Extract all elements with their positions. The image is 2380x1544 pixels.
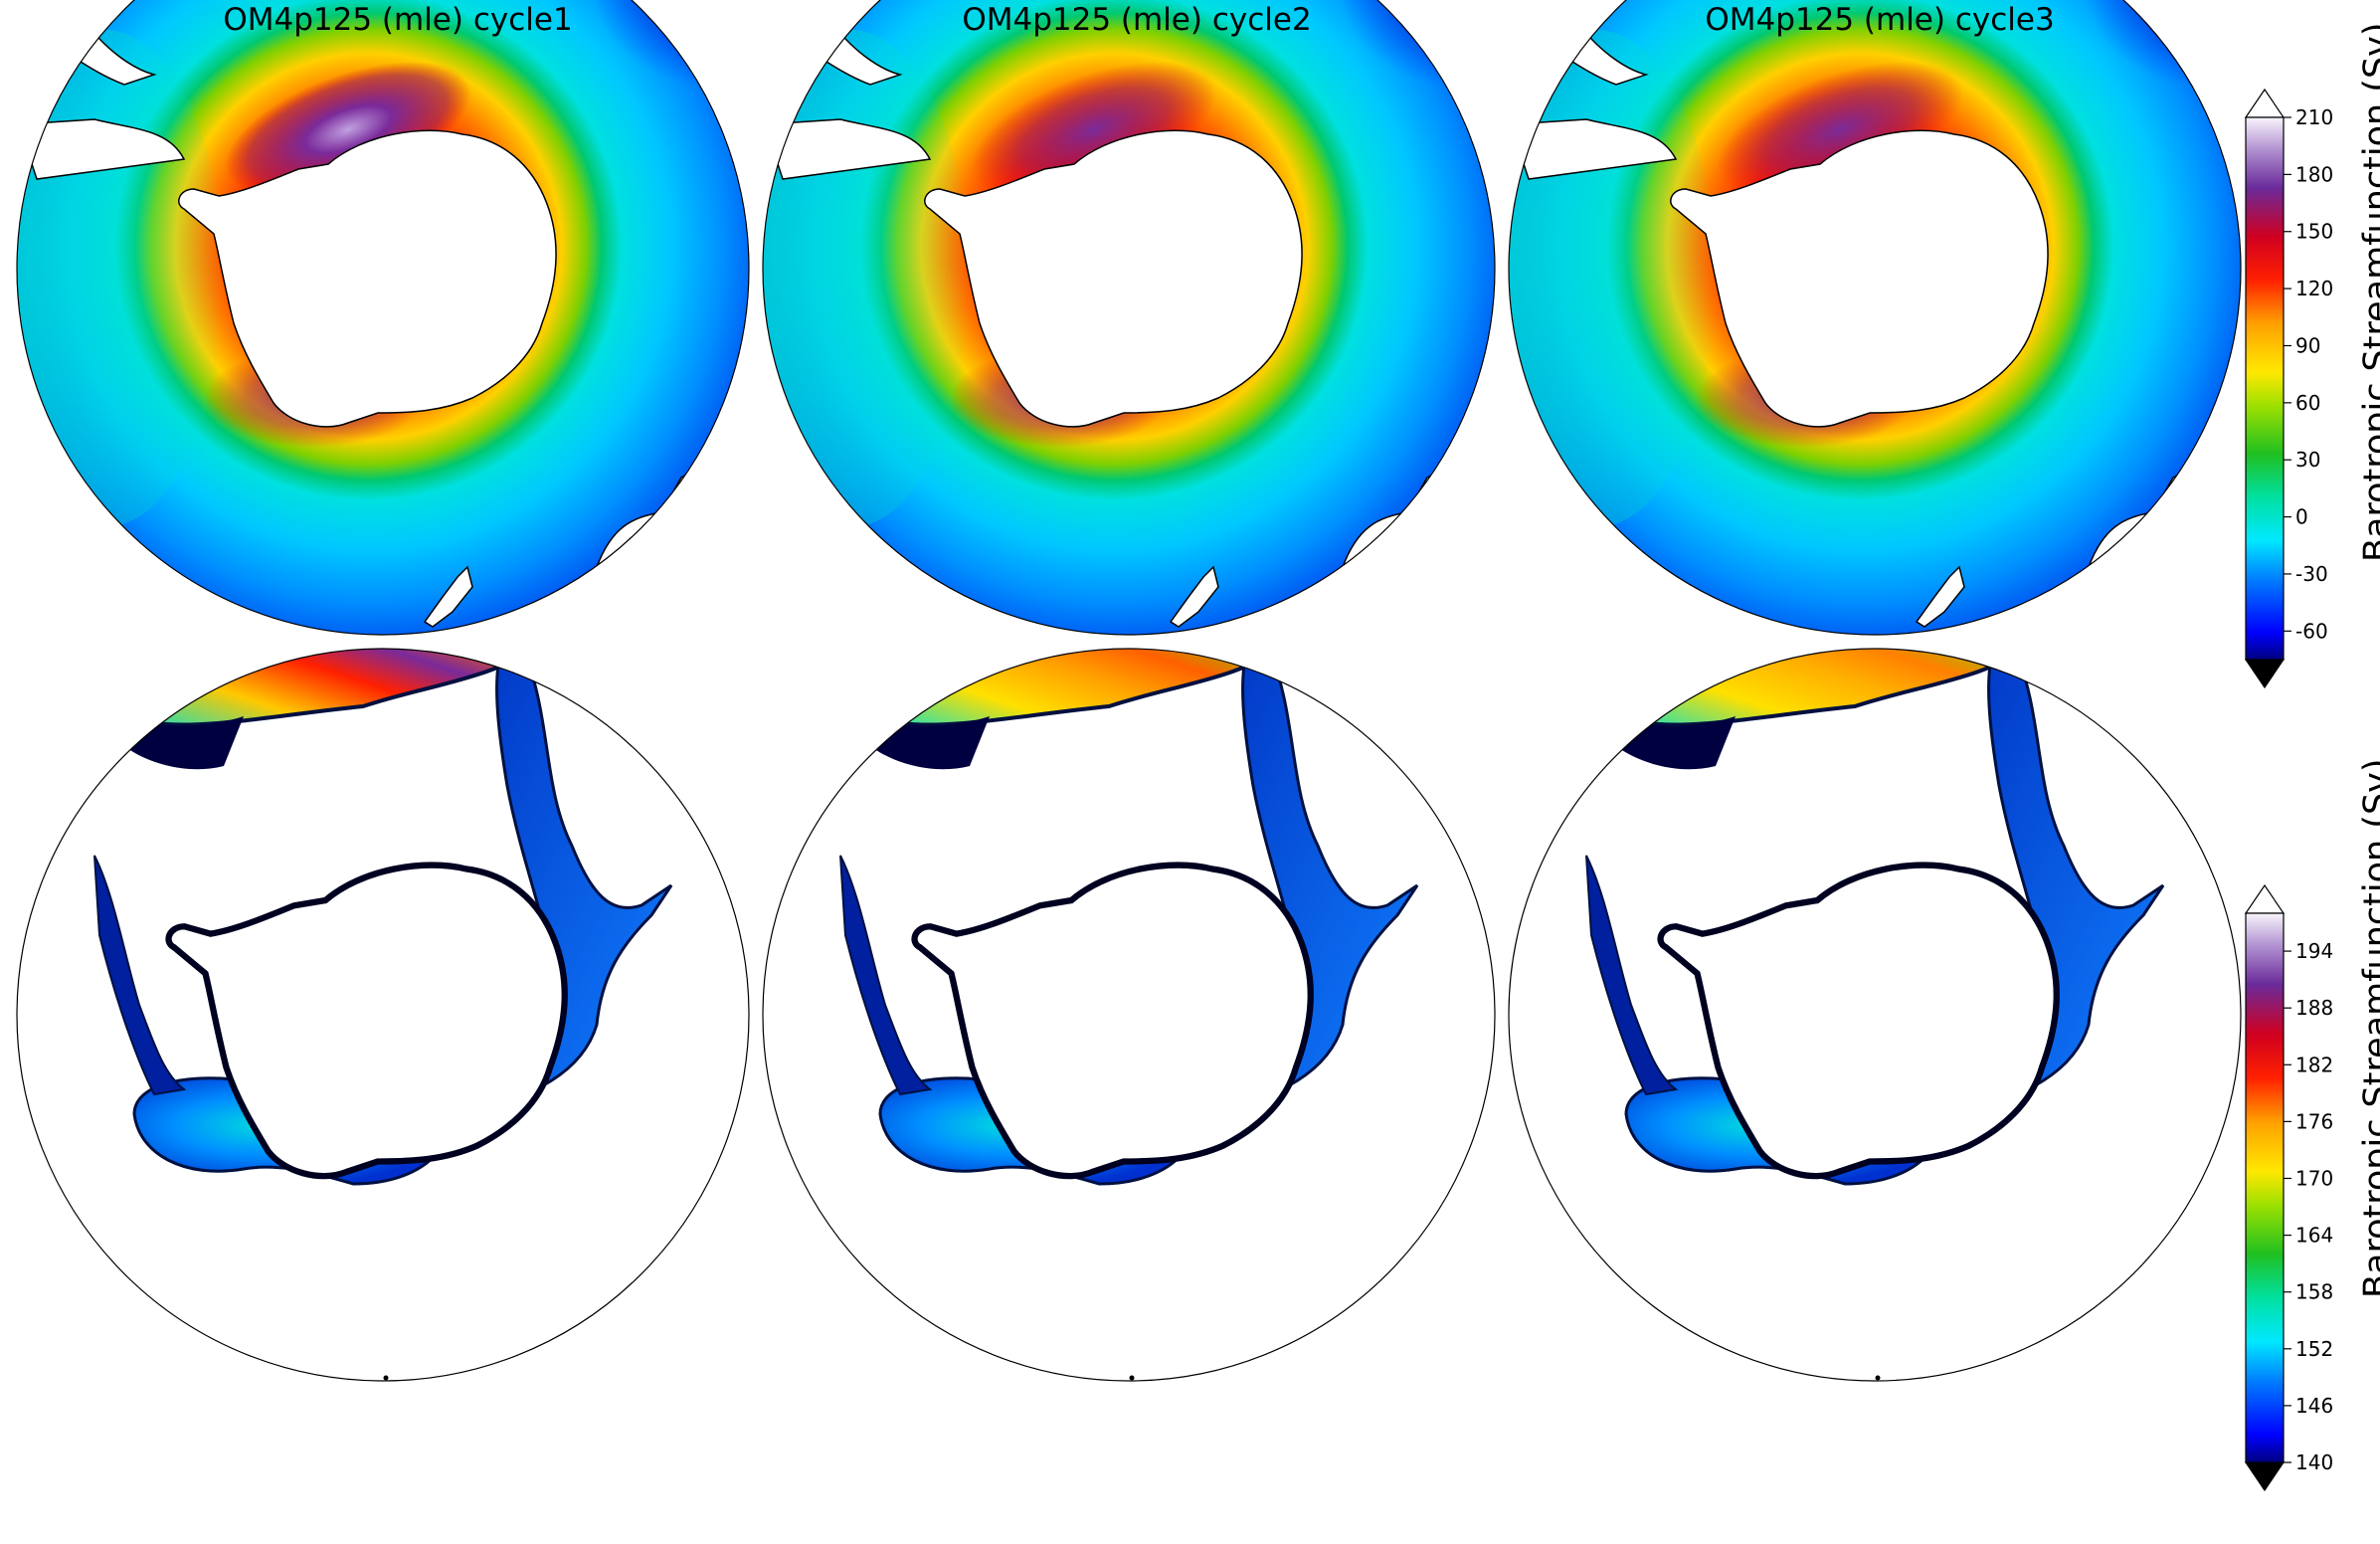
antarctica-landmass: [1670, 129, 2049, 428]
colorbar-tick-label: 90: [2295, 333, 2320, 357]
colorbar-extend-min: [2244, 1461, 2286, 1492]
map-boundary: [1508, 0, 2242, 636]
colorbar-extend-max: [2244, 883, 2286, 914]
map-top-cycle3: [1508, 0, 2242, 636]
map-boundary: [762, 648, 1496, 1382]
colorbar-tick-label: 170: [2295, 1166, 2333, 1190]
colorbar-extend-max: [2244, 88, 2286, 118]
map-boundary: [16, 648, 750, 1382]
antarctica-landmass: [924, 129, 1303, 428]
map-boundary: [762, 0, 1496, 636]
colorbar-tick-label: 60: [2295, 391, 2320, 415]
antarctica-landmass: [911, 862, 1314, 1180]
colorbar-tick-label: 182: [2295, 1053, 2333, 1076]
colorbar-bottom-label: Barotropic Streamfunction (Sv): [2357, 758, 2380, 1298]
colorbar-tick-label: 180: [2295, 162, 2333, 186]
colorbar-tick-label: 158: [2295, 1280, 2333, 1304]
colorbar-tick-label: 188: [2295, 996, 2333, 1020]
colorbar-tick-label: 194: [2295, 939, 2333, 963]
map-boundary: [1508, 648, 2242, 1382]
colorbar-tick-label: 164: [2295, 1224, 2333, 1248]
map-bottom-cycle2: [762, 648, 1496, 1382]
colorbar-top-label: Barotropic Streamfunction (Sv): [2357, 22, 2380, 562]
map-bottom-cycle3: [1508, 648, 2242, 1382]
panel-title-cycle1: OM4p125 (mle) cycle1: [223, 2, 573, 38]
antarctica-landmass: [165, 862, 568, 1180]
colorbar-tick-label: 210: [2295, 105, 2333, 129]
colorbar-tick-label: 0: [2295, 505, 2308, 529]
colorbar-tick-label: 152: [2295, 1337, 2333, 1361]
antarctica-landmass: [178, 129, 557, 428]
panel-title-cycle2: OM4p125 (mle) cycle2: [962, 2, 1312, 38]
colorbar-extend-min: [2244, 659, 2286, 689]
colorbar-bottom: 140 146 152 158 164 170 176 182 188 194: [2244, 883, 2333, 1492]
colorbar-top: -60 -30 0 30 60 90 120 150 180 210: [2244, 88, 2333, 689]
colorbar-tick-label: 120: [2295, 277, 2333, 300]
colorbar-tick-label: -60: [2295, 619, 2328, 643]
colorbar-tick-label: 176: [2295, 1109, 2333, 1133]
map-top-cycle2: [762, 0, 1496, 636]
colorbar-tick-label: 140: [2295, 1450, 2333, 1474]
panel-title-cycle3: OM4p125 (mle) cycle3: [1705, 2, 2055, 38]
antarctica-landmass: [1657, 862, 2060, 1180]
colorbar-tick-label: 150: [2295, 220, 2333, 244]
colorbar-tick-label: 30: [2295, 448, 2320, 472]
map-bottom-cycle1: [16, 648, 750, 1382]
map-boundary: [16, 0, 750, 636]
colorbar-tick-label: 146: [2295, 1394, 2333, 1418]
colorbar-tick-label: -30: [2295, 562, 2328, 586]
map-top-cycle1: [16, 0, 750, 636]
colorbar-gradient: [2245, 912, 2285, 1463]
colorbar-gradient: [2245, 116, 2285, 661]
